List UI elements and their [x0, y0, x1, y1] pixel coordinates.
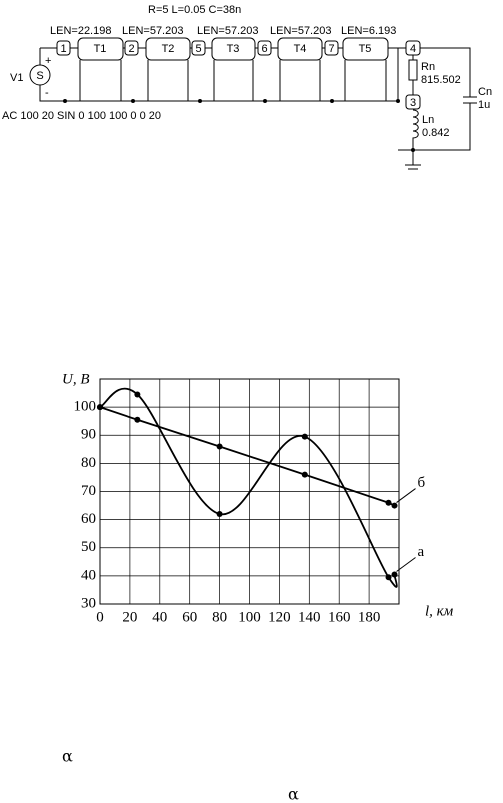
- plus: +: [45, 55, 51, 67]
- x-tick-label: 180: [358, 609, 381, 625]
- node: 2: [128, 43, 134, 55]
- point: [134, 391, 141, 398]
- source-name: V1: [10, 72, 23, 84]
- y-tick-label: 60: [81, 511, 96, 527]
- x-tick-label: 40: [152, 609, 167, 625]
- minus: -: [45, 87, 49, 99]
- y-tick-label: 70: [81, 483, 96, 499]
- node: 3: [410, 97, 416, 109]
- resistor: [408, 59, 418, 81]
- point: [391, 571, 398, 578]
- series-label: а: [418, 544, 425, 560]
- point: [391, 502, 398, 509]
- wires: [39, 47, 471, 170]
- y-tick-label: 90: [81, 427, 96, 443]
- r-value: 815.502: [421, 74, 461, 86]
- annotation: α: [62, 747, 73, 766]
- c-value: 1u: [478, 99, 490, 111]
- leader: [396, 557, 416, 572]
- node-boxes: [56, 40, 421, 110]
- point: [385, 499, 392, 506]
- x-tick-label: 0: [96, 609, 104, 625]
- series-label: б: [418, 475, 426, 491]
- r-name: Rn: [421, 61, 435, 73]
- point: [385, 574, 392, 581]
- source-spec: AC 100 20 SIN 0 100 100 0 0 20: [2, 110, 161, 122]
- plot-frame: [99, 378, 400, 605]
- x-tick-label: 140: [298, 609, 321, 625]
- l-value: 0.842: [422, 127, 450, 139]
- y-tick-label: 100: [74, 399, 97, 415]
- y-axis-label: U, B: [62, 371, 90, 387]
- x-tick-label: 120: [268, 609, 291, 625]
- x-tick-label: 100: [238, 609, 261, 625]
- t-label: T5: [359, 43, 372, 55]
- y-tick-label: 50: [81, 539, 96, 555]
- series-line: [99, 406, 395, 507]
- len: LEN=22.198: [50, 25, 111, 37]
- x-axis-label: l, км: [425, 603, 454, 619]
- len: LEN=6.193: [341, 25, 396, 37]
- y-tick-label: 80: [81, 455, 96, 471]
- source-symbol: S: [36, 70, 43, 82]
- t-label: T1: [94, 43, 107, 55]
- t-label: T2: [162, 43, 175, 55]
- l-name: Ln: [422, 114, 434, 126]
- x-tick-label: 160: [328, 609, 351, 625]
- capacitor: [463, 96, 477, 104]
- params: R=5 L=0.05 C=38n: [148, 4, 241, 16]
- node: 5: [195, 43, 201, 55]
- node: 7: [328, 43, 334, 55]
- t-label: T4: [294, 43, 307, 55]
- x-tick-label: 80: [212, 609, 227, 625]
- point: [134, 416, 141, 423]
- x-tick-label: 60: [182, 609, 197, 625]
- t-lines: [77, 37, 389, 101]
- series-line: [99, 387, 398, 588]
- len: LEN=57.203: [122, 25, 183, 37]
- point: [216, 443, 223, 450]
- y-tick-label: 30: [81, 595, 96, 611]
- node: 1: [60, 43, 66, 55]
- point: [97, 404, 103, 411]
- dots: [63, 99, 415, 152]
- point: [301, 433, 308, 440]
- node: 4: [410, 43, 416, 55]
- chart: U, B l, км 30 40 50 60 70 80 90 100 0 20 40 60 80 100…: [62, 371, 454, 625]
- y-tick-label: 40: [81, 567, 96, 583]
- circuit: R=5 L=0.05 C=38n LEN=22.198 LEN=57.203 L…: [2, 4, 492, 170]
- x-tick-label: 20: [122, 609, 137, 625]
- leader: [396, 488, 416, 503]
- point: [216, 511, 223, 517]
- t-label: T3: [227, 43, 240, 55]
- node: 6: [261, 43, 267, 55]
- inductor: [412, 109, 419, 143]
- len: LEN=57.203: [270, 25, 331, 37]
- len: LEN=57.203: [197, 25, 258, 37]
- source: [29, 64, 51, 86]
- annotation: α: [288, 785, 299, 803]
- c-name: Cn: [478, 86, 492, 98]
- point: [301, 471, 308, 478]
